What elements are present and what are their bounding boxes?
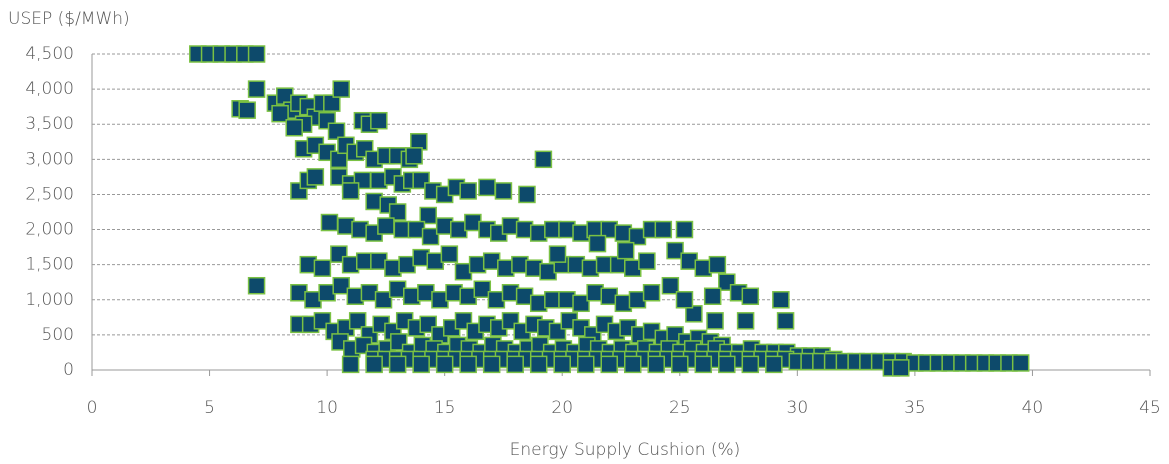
marker [553, 355, 571, 374]
marker [440, 245, 459, 263]
marker [285, 118, 303, 137]
marker [765, 355, 783, 374]
marker [435, 355, 454, 374]
marker [247, 45, 266, 63]
x-axis-label: Energy Supply Cushion (%) [510, 440, 741, 460]
marker [706, 312, 724, 330]
marker [478, 178, 496, 197]
marker [741, 355, 760, 374]
y-tick-label: 1,000 [25, 290, 74, 310]
y-tick-label: 2,500 [25, 184, 74, 204]
x-tick-label: 40 [1022, 398, 1044, 418]
marker [388, 203, 407, 221]
marker [638, 252, 656, 270]
marker [588, 234, 607, 253]
marker [473, 280, 492, 298]
marker [616, 241, 635, 260]
marker [708, 255, 727, 274]
y-tick-label: 1,500 [25, 255, 74, 275]
marker [323, 94, 341, 112]
marker [741, 287, 760, 306]
marker [529, 355, 548, 374]
x-tick-label: 20 [551, 398, 573, 418]
marker [494, 182, 513, 200]
y-tick-label: 0 [63, 360, 74, 380]
marker [341, 182, 360, 200]
marker [247, 276, 266, 295]
marker [576, 355, 595, 374]
marker [421, 227, 440, 246]
y-axis-label: USEP ($/MWh) [8, 9, 130, 29]
x-tick-label: 45 [1139, 398, 1161, 418]
marker [654, 220, 673, 239]
marker [459, 182, 477, 200]
marker [341, 355, 360, 374]
marker [703, 287, 722, 306]
marker [332, 276, 350, 295]
x-tick-label: 5 [204, 398, 215, 418]
marker [685, 305, 703, 323]
marker [624, 355, 642, 374]
marker [365, 355, 383, 374]
y-tick-label: 500 [42, 325, 74, 345]
marker [1011, 354, 1030, 372]
marker [534, 150, 553, 169]
marker [736, 312, 755, 330]
marker [419, 206, 437, 225]
marker [572, 294, 590, 313]
marker [675, 220, 694, 239]
y-tick-label: 4,000 [25, 79, 74, 99]
marker [600, 355, 618, 374]
x-tick-label: 30 [787, 398, 809, 418]
marker [238, 101, 256, 119]
marker [459, 355, 477, 374]
marker [313, 259, 332, 277]
x-tick-label: 15 [434, 398, 456, 418]
marker [642, 284, 661, 302]
marker [377, 217, 395, 235]
y-tick-label: 3,500 [25, 114, 74, 134]
x-tick-label: 10 [316, 398, 338, 418]
marker [772, 291, 790, 309]
y-tick-label: 4,500 [25, 44, 74, 64]
marker [518, 185, 536, 204]
marker [661, 276, 680, 295]
marker [348, 312, 367, 330]
marker [412, 355, 430, 374]
marker [482, 355, 501, 374]
y-tick-label: 3,000 [25, 149, 74, 169]
marker [718, 355, 736, 374]
marker [405, 147, 423, 165]
marker [370, 111, 388, 130]
x-tick-label: 35 [904, 398, 926, 418]
marker [388, 355, 407, 374]
marker [306, 168, 325, 186]
marker [647, 355, 666, 374]
marker [506, 355, 524, 374]
marker [320, 213, 339, 232]
marker [374, 291, 393, 309]
marker [666, 241, 684, 260]
marker [776, 312, 795, 330]
marker [694, 355, 713, 374]
marker [327, 122, 346, 140]
y-tick-label: 2,000 [25, 220, 74, 240]
x-tick-label: 0 [87, 398, 98, 418]
marker [671, 355, 689, 374]
marker [892, 359, 910, 377]
x-tick-label: 25 [669, 398, 691, 418]
marker [247, 80, 266, 98]
marker [548, 245, 567, 263]
marker [332, 80, 350, 98]
marker [271, 104, 289, 123]
marker [675, 291, 694, 309]
